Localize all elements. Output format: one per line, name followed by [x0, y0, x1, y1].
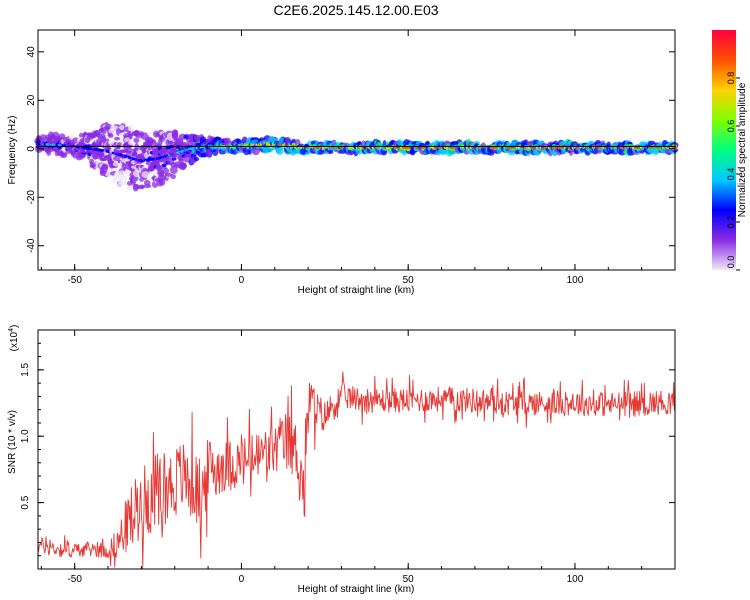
snr-y-tick-label: 0.5	[20, 495, 31, 509]
spectrogram-cell	[212, 148, 219, 157]
colorbar-ticks: 0.0 0.2 0.4 0.6 0.8	[726, 72, 740, 271]
snr-series-line	[37, 371, 675, 570]
spectrogram-cell	[133, 137, 140, 143]
snr-x-tick-label: 0	[239, 574, 245, 585]
spectrogram-cell	[149, 138, 157, 146]
snr-x-tick-label: 50	[403, 574, 415, 585]
spectrogram-cell	[112, 156, 121, 162]
spectrogram-cell	[161, 163, 167, 168]
spectrogram-cell	[223, 137, 231, 143]
snr-plot-area	[38, 330, 675, 569]
spectrogram-cell	[235, 138, 242, 144]
spectrogram-cell	[439, 149, 448, 155]
colorbar-label: Normalized spectral amplitude	[737, 82, 748, 217]
snr-y-axis-label: SNR (10 * v/v)	[7, 410, 18, 474]
colorbar-tick-label: 0.6	[726, 120, 736, 133]
spectrogram-cell	[119, 124, 125, 131]
spectrogram-x-tick-label: 50	[403, 275, 415, 286]
spectrogram-frame	[37, 29, 676, 271]
snr-panel: -50 0 50 100 0.5 1.0 1.5 Height of straight li…	[7, 325, 676, 595]
spectrogram-cell	[128, 124, 134, 132]
colorbar-tick-label: 0.0	[726, 256, 736, 269]
spectrogram-cell	[241, 136, 248, 144]
spectrogram-cell	[107, 133, 114, 138]
spectrogram-cell	[78, 133, 84, 138]
spectrogram-cell	[157, 174, 167, 181]
spectrogram-x-axis-label: Height of straight line (km)	[298, 285, 415, 296]
spectrogram-ticks: -50 0 50 100 -40 -20 0 20 40	[26, 30, 676, 286]
colorbar-gradient	[712, 30, 736, 270]
spectrogram-cell	[145, 161, 152, 166]
spectrogram-cell	[170, 174, 177, 180]
snr-x-tick-label: -50	[67, 574, 82, 585]
colorbar-tick-label: 0.2	[726, 216, 736, 229]
colorbar-tick-label: 0.8	[726, 72, 736, 85]
spectrogram-cell	[112, 177, 118, 183]
spectrogram-cell	[671, 146, 677, 149]
spectrogram-cell	[178, 157, 184, 163]
spectrogram-cell	[141, 171, 150, 179]
snr-scale-base: (x10	[9, 331, 20, 351]
spectrogram-cell	[139, 184, 145, 189]
spectrogram-cell	[112, 161, 120, 167]
snr-x-axis-label: Height of straight line (km)	[298, 584, 415, 595]
spectrogram-cell	[146, 131, 155, 136]
colorbar-tick-label: 0.4	[726, 168, 736, 181]
spectrogram-cell	[89, 158, 95, 165]
svg-text:(x104): (x104)	[8, 325, 20, 352]
spectrogram-x-tick-label: 100	[567, 275, 584, 286]
spectrogram-cell	[193, 156, 200, 162]
spectrogram-cell	[157, 168, 165, 177]
snr-y-tick-label: 1.5	[20, 362, 31, 376]
spectrogram-cell	[172, 132, 179, 139]
spectrogram-cell	[171, 157, 177, 161]
spectrogram-cell	[163, 167, 170, 175]
spectrogram-cell	[126, 185, 132, 191]
spectrogram-cell	[99, 133, 106, 139]
spectrogram-panel: -50 0 50 100 -40 -20 0 20 40 Height of straight …	[7, 29, 679, 296]
colorbar: 0.0 0.2 0.4 0.6 0.8 Normalized spectral ampl…	[712, 30, 748, 271]
spectrogram-cell	[285, 137, 292, 144]
snr-ticks: -50 0 50 100 0.5 1.0 1.5	[20, 330, 676, 585]
spectrogram-cell	[113, 136, 121, 141]
spectrogram-y-tick-label: 0	[26, 146, 37, 152]
spectrogram-x-tick-label: 0	[239, 275, 245, 286]
snr-y-tick-label: 1.0	[20, 429, 31, 443]
spectrogram-cell	[118, 174, 127, 181]
spectrogram-y-tick-label: 20	[26, 94, 37, 106]
spectrogram-cell	[180, 163, 187, 168]
spectrogram-cell	[125, 147, 134, 154]
spectrogram-cell	[128, 141, 134, 146]
figure-title: C2E6.2025.145.12.00.E03	[273, 2, 438, 18]
snr-y-scale-factor: (x104)	[8, 325, 20, 352]
spectrogram-cell	[143, 184, 152, 189]
spectrogram-y-tick-label: 40	[26, 46, 37, 58]
spectrogram-y-tick-label: -40	[26, 238, 37, 253]
spectrogram-cell	[169, 165, 178, 175]
spectrogram-cell	[39, 134, 48, 143]
spectrogram-y-axis-label: Frequency (Hz)	[7, 116, 18, 185]
spectrogram-cell	[101, 163, 109, 170]
snr-scale-exponent: 4	[8, 328, 15, 332]
spectrogram-cell	[120, 180, 129, 186]
spectrogram-cell	[59, 151, 68, 159]
spectrogram-cell	[328, 149, 334, 155]
spectrogram-cell	[450, 150, 457, 155]
spectrogram-y-tick-label: -20	[26, 190, 37, 205]
snr-x-tick-label: 100	[567, 574, 584, 585]
spectrogram-x-tick-label: -50	[67, 275, 82, 286]
